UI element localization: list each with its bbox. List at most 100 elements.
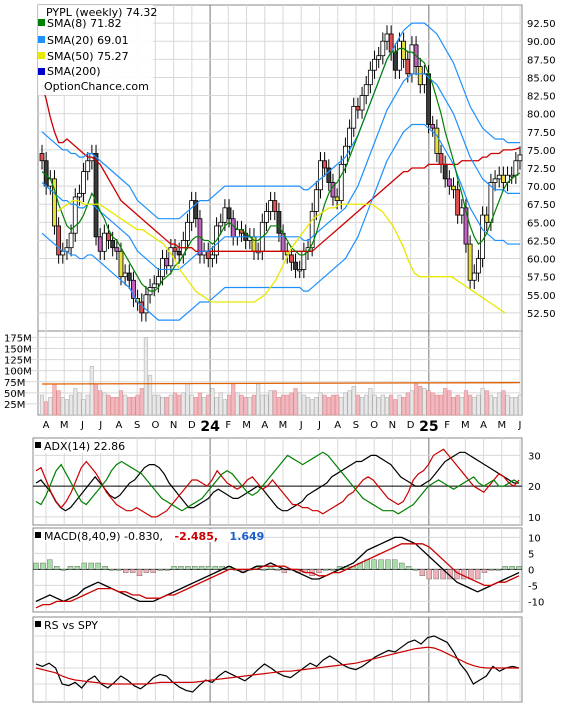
volume-bar — [372, 394, 377, 416]
macd-hist-bar — [47, 559, 53, 570]
macd-hist-bar — [116, 569, 122, 571]
adx-line-+DI — [35, 448, 520, 518]
macd-hist-bar — [433, 569, 439, 580]
month-label: A — [480, 420, 487, 431]
volume-bar — [251, 394, 257, 416]
volume-bar — [156, 394, 161, 416]
macd-hist-bar — [426, 569, 432, 580]
candle-body — [151, 283, 157, 288]
adx-title-bg — [35, 440, 135, 453]
price-tick-label: 87.50 — [527, 55, 556, 66]
candle-body — [476, 258, 481, 274]
volume-bar — [102, 392, 107, 416]
candle-body — [488, 182, 494, 223]
macd-series — [33, 536, 522, 609]
candle-body — [56, 225, 62, 256]
volume-bar — [430, 392, 435, 416]
month-label: J — [80, 420, 84, 431]
candle-body — [430, 124, 436, 129]
candle-body — [492, 178, 498, 183]
sma50-line — [56, 199, 506, 314]
macd-hist-bar — [405, 566, 412, 570]
volume-bar — [289, 392, 294, 416]
volume-bar — [418, 385, 423, 416]
candle-body — [313, 189, 319, 212]
macd-hist-bar — [378, 559, 384, 570]
volume-bar — [401, 397, 406, 416]
volume-bar — [164, 397, 169, 416]
price-tick-label: 67.50 — [527, 200, 556, 211]
price-tick-label: 55.00 — [527, 291, 556, 302]
macd-hist-bar — [509, 566, 515, 570]
candle-body — [172, 247, 178, 252]
macd-hist-bar — [474, 569, 481, 580]
adx-tick-label: 10 — [528, 513, 541, 524]
volume-bar — [509, 397, 514, 416]
macd-title-group: MACD(8,40,9) -0.830, -2.485, 1.649 — [44, 530, 264, 543]
candle-body — [297, 269, 303, 272]
volume-bar — [389, 394, 394, 416]
price-tick-label: 60.00 — [527, 255, 556, 266]
volume-bar — [293, 388, 298, 416]
volume-bar — [426, 390, 431, 416]
volume-bar — [235, 392, 240, 416]
watermark: OptionChance.com — [44, 80, 149, 93]
volume-bar — [206, 394, 211, 416]
candle-body — [322, 160, 328, 169]
volume-bar — [468, 394, 473, 416]
candle-body — [500, 174, 506, 183]
candle-body — [276, 211, 282, 234]
volume-tick-label: 50M — [4, 389, 25, 400]
volume-bar — [497, 392, 502, 416]
month-label: D — [188, 420, 196, 431]
volume-bar — [343, 392, 348, 416]
candle-body — [338, 163, 344, 201]
candle-body — [268, 200, 274, 212]
volume-bar — [434, 394, 439, 416]
macd-hist-bar — [481, 569, 488, 573]
volume-bar — [484, 390, 489, 416]
volume-tick-label: 125M — [4, 356, 32, 367]
macd-hist-bar — [399, 562, 405, 570]
volume-bar — [301, 394, 306, 416]
candle-body — [459, 207, 465, 216]
month-label: M — [497, 420, 506, 431]
month-label: D — [407, 420, 415, 431]
candle-body — [376, 55, 382, 60]
volume-tick-label: 75M — [4, 378, 25, 389]
rs-series — [35, 635, 520, 693]
month-label: M — [242, 420, 251, 431]
candle-body — [367, 69, 373, 86]
volume-bar — [135, 394, 140, 416]
volume-bar — [247, 397, 252, 416]
volume-bar — [64, 399, 69, 416]
volume-bar — [143, 337, 148, 416]
month-label: M — [461, 420, 470, 431]
candle-body — [397, 40, 402, 71]
macd-hist-bar — [74, 566, 81, 570]
candle-body — [517, 154, 523, 162]
macd-hist-bar — [67, 566, 74, 570]
volume-bar — [118, 390, 124, 416]
macd-tick-label: 10 — [528, 533, 541, 544]
candle-body — [513, 160, 519, 176]
candle-body — [334, 196, 340, 202]
candle-body — [363, 84, 369, 96]
volume-tick-label: 175M — [4, 333, 32, 344]
month-label: S — [353, 420, 359, 431]
legend-sma20: SMA(20) 69.01 — [47, 34, 129, 47]
macd-hist-bar — [419, 569, 426, 577]
volume-bar — [243, 397, 248, 416]
candle-body — [409, 44, 415, 75]
month-label: A — [334, 420, 341, 431]
macd-swatch — [35, 532, 41, 538]
volume-bar — [44, 401, 49, 416]
macd-hist-bar — [178, 566, 184, 570]
candle-body — [355, 106, 361, 111]
month-label: F — [225, 420, 231, 431]
volume-ma-line — [41, 381, 521, 385]
month-label: N — [170, 420, 177, 431]
macd-hist-bar — [205, 566, 212, 570]
macd-hist-bar — [495, 569, 501, 571]
volume-bar — [202, 397, 207, 416]
